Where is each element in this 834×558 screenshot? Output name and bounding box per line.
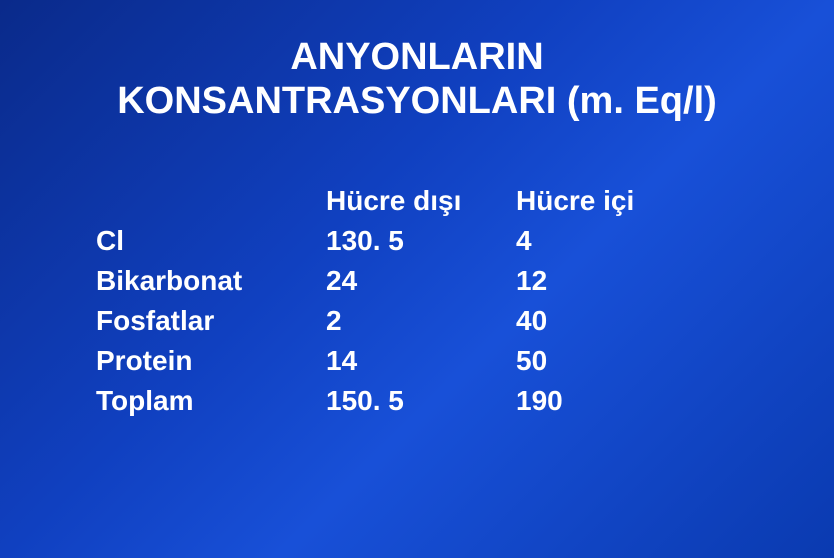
row-int: 4 (516, 221, 696, 261)
row-label: Bikarbonat (96, 261, 326, 301)
table-row: Protein 14 50 (96, 341, 696, 381)
row-int: 50 (516, 341, 696, 381)
row-label: Protein (96, 341, 326, 381)
row-int: 40 (516, 301, 696, 341)
header-intracellular: Hücre içi (516, 181, 696, 221)
table-row: Toplam 150. 5 190 (96, 381, 696, 421)
slide: ANYONLARIN KONSANTRASYONLARI (m. Eq/l) H… (0, 0, 834, 558)
row-ext: 14 (326, 341, 516, 381)
title-line-2: KONSANTRASYONLARI (m. Eq/l) (117, 80, 717, 122)
table-header-row: Hücre dışı Hücre içi (96, 181, 696, 221)
row-ext: 150. 5 (326, 381, 516, 421)
row-int: 190 (516, 381, 696, 421)
row-label: Fosfatlar (96, 301, 326, 341)
row-ext: 130. 5 (326, 221, 516, 261)
header-blank (96, 181, 326, 221)
slide-title: ANYONLARIN KONSANTRASYONLARI (m. Eq/l) (0, 36, 834, 123)
table-container: Hücre dışı Hücre içi Cl 130. 5 4 Bikarbo… (0, 181, 834, 420)
header-extracellular: Hücre dışı (326, 181, 516, 221)
row-ext: 24 (326, 261, 516, 301)
table-row: Cl 130. 5 4 (96, 221, 696, 261)
row-label: Cl (96, 221, 326, 261)
table-row: Bikarbonat 24 12 (96, 261, 696, 301)
row-label: Toplam (96, 381, 326, 421)
anion-table: Hücre dışı Hücre içi Cl 130. 5 4 Bikarbo… (96, 181, 696, 420)
row-int: 12 (516, 261, 696, 301)
title-line-1: ANYONLARIN (290, 36, 543, 78)
table-row: Fosfatlar 2 40 (96, 301, 696, 341)
row-ext: 2 (326, 301, 516, 341)
